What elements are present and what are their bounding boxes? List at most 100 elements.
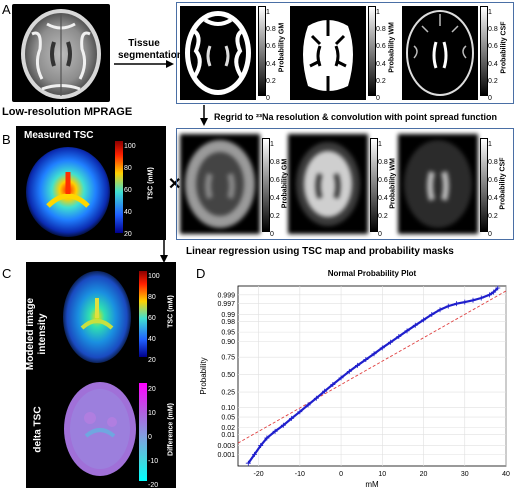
x-axis-label: mM bbox=[365, 480, 379, 489]
normal-probability-plot: Normal Probability Plot0.9990.9970.990.9… bbox=[199, 269, 510, 489]
data-point-marker bbox=[495, 285, 501, 291]
gm-convolved-colorbar bbox=[262, 138, 270, 232]
plot-frame bbox=[237, 285, 507, 467]
data-point-marker bbox=[379, 345, 385, 351]
x-tick-label: 40 bbox=[502, 471, 510, 478]
convolved-box bbox=[176, 128, 514, 240]
regression-arrow-icon bbox=[160, 240, 168, 263]
y-tick-label: 0.90 bbox=[221, 339, 235, 346]
wm-convolved-colorbar bbox=[370, 138, 378, 232]
y-tick-label: 0.999 bbox=[217, 292, 235, 299]
gm-colorbar-ticks: 1 0.8 0.6 0.4 0.2 0 bbox=[266, 9, 276, 103]
chart-title: Normal Probability Plot bbox=[328, 269, 417, 278]
data-point-marker bbox=[355, 362, 361, 368]
x-tick-label: 30 bbox=[461, 471, 469, 478]
modeled-image-label: Modeled image intensity bbox=[25, 297, 48, 371]
difference-colorbar-ticks: 20 10 0 -10 -20 bbox=[148, 386, 159, 489]
modeled-colorbar-title: TSC (mM) bbox=[167, 295, 175, 328]
y-tick-label: 0.003 bbox=[217, 443, 235, 450]
data-point-marker bbox=[470, 297, 476, 303]
gm-colorbar bbox=[258, 6, 266, 96]
panel-letter-d: D bbox=[196, 266, 206, 281]
csf-segmentation-image bbox=[402, 6, 478, 100]
y-tick-label: 0.001 bbox=[217, 452, 235, 459]
low-res-label: Low-resolution MPRAGE bbox=[2, 106, 133, 118]
x-tick-label: -20 bbox=[254, 471, 264, 478]
csf-convolved-colorbar-ticks: 1 0.8 0.6 0.4 0.2 0 bbox=[488, 141, 498, 238]
data-point-marker bbox=[251, 451, 257, 457]
y-tick-label: 0.01 bbox=[221, 432, 235, 439]
data-point-marker bbox=[437, 307, 443, 313]
tissue-segmentation-label: Tissue segmentation bbox=[118, 38, 184, 61]
measured-tsc-image bbox=[26, 147, 110, 237]
wm-colorbar bbox=[368, 6, 376, 96]
data-point-marker bbox=[289, 415, 295, 421]
modeled-colorbar bbox=[138, 270, 148, 358]
data-point-marker bbox=[258, 443, 264, 449]
data-point-marker bbox=[371, 351, 377, 357]
mprage-image bbox=[12, 4, 110, 102]
data-point-marker bbox=[338, 375, 344, 381]
wm-convolved-colorbar-title: Probability WM bbox=[389, 158, 397, 209]
data-point-marker bbox=[445, 303, 451, 309]
measured-tsc-label: Measured TSC bbox=[24, 130, 94, 141]
data-point-marker bbox=[264, 435, 270, 441]
wm-colorbar-title: Probability WM bbox=[388, 22, 396, 73]
modeled-colorbar-ticks: 100 80 60 40 20 bbox=[148, 273, 160, 364]
data-point-marker bbox=[272, 428, 278, 434]
y-axis-label: Probability bbox=[199, 357, 208, 394]
difference-colorbar bbox=[138, 382, 148, 482]
y-tick-label: 0.99 bbox=[221, 312, 235, 319]
reference-line bbox=[237, 290, 507, 444]
data-point-marker bbox=[305, 402, 311, 408]
csf-colorbar-ticks: 1 0.8 0.6 0.4 0.2 0 bbox=[488, 9, 498, 103]
gm-convolved-colorbar-ticks: 1 0.8 0.6 0.4 0.2 0 bbox=[270, 141, 280, 238]
data-point-marker bbox=[454, 301, 460, 307]
gm-segmentation-image bbox=[180, 6, 256, 100]
data-point-marker bbox=[330, 382, 336, 388]
wm-convolved-colorbar-ticks: 1 0.8 0.6 0.4 0.2 0 bbox=[378, 141, 388, 238]
csf-convolved-image bbox=[398, 134, 478, 234]
data-point-marker bbox=[487, 292, 493, 298]
difference-colorbar-title: Difference (mM) bbox=[167, 403, 175, 456]
panel-letter-c: C bbox=[2, 266, 12, 281]
data-point-marker bbox=[297, 409, 303, 415]
measured-tsc-colorbar-ticks: 100 80 60 40 20 bbox=[124, 143, 136, 238]
gm-convolved-image bbox=[180, 134, 260, 234]
y-tick-label: 0.02 bbox=[221, 425, 235, 432]
y-tick-label: 0.997 bbox=[217, 301, 235, 308]
modeled-image bbox=[63, 271, 131, 363]
x-tick-label: 20 bbox=[420, 471, 428, 478]
data-point-marker bbox=[346, 368, 352, 374]
y-tick-label: 0.50 bbox=[221, 372, 235, 379]
measured-tsc-colorbar-title: TSC (mM) bbox=[147, 167, 155, 200]
data-point-marker bbox=[421, 317, 427, 323]
measured-tsc-colorbar bbox=[114, 140, 124, 234]
data-point-marker bbox=[396, 333, 402, 339]
data-point-marker bbox=[363, 357, 369, 363]
wm-colorbar-ticks: 1 0.8 0.6 0.4 0.2 0 bbox=[376, 9, 386, 103]
y-tick-label: 0.10 bbox=[221, 405, 235, 412]
panel-letter-b: B bbox=[2, 132, 11, 147]
y-tick-label: 0.98 bbox=[221, 319, 235, 326]
x-tick-label: 0 bbox=[339, 471, 343, 478]
regrid-label: Regrid to ²³Na resolution & convolution … bbox=[214, 112, 497, 122]
data-point-marker bbox=[404, 328, 410, 334]
csf-colorbar-title: Probability CSF bbox=[500, 21, 508, 74]
delta-tsc-label: delta TSC bbox=[32, 406, 44, 453]
data-point-marker bbox=[429, 312, 435, 318]
data-point-marker bbox=[322, 388, 328, 394]
data-point-marker bbox=[412, 322, 418, 328]
gm-colorbar-title: Probability GM bbox=[278, 22, 286, 73]
data-point-marker bbox=[478, 295, 484, 301]
linear-regression-label: Linear regression using TSC map and prob… bbox=[186, 246, 454, 257]
data-point-marker bbox=[462, 299, 468, 305]
y-tick-label: 0.75 bbox=[221, 355, 235, 362]
segmentation-box bbox=[176, 2, 514, 104]
data-point-marker bbox=[388, 339, 394, 345]
data-point-marker bbox=[280, 422, 286, 428]
y-tick-label: 0.95 bbox=[221, 330, 235, 337]
x-tick-label: -10 bbox=[295, 471, 305, 478]
data-point-marker bbox=[313, 395, 319, 401]
panel-letter-a: A bbox=[2, 2, 11, 17]
